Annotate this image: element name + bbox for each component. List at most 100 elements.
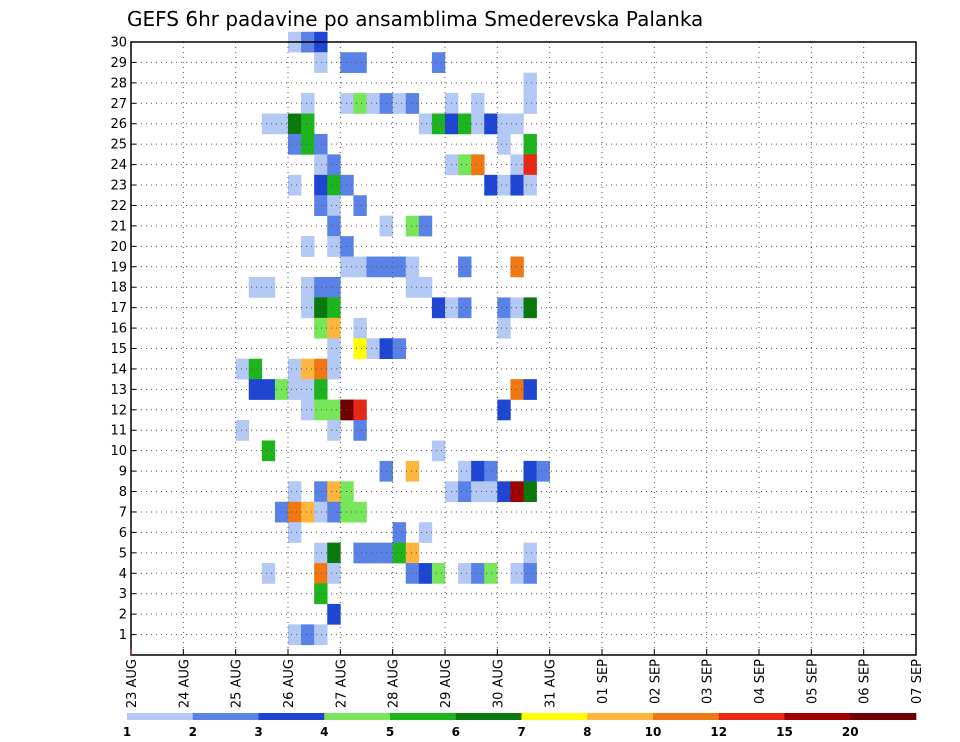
heatmap-cell (471, 563, 485, 584)
x-tick-label: 05 SEP (805, 659, 820, 704)
heatmap-cell (327, 215, 341, 237)
x-tick-label: 23 AUG (125, 659, 140, 708)
y-tick-label: 2 (119, 608, 127, 623)
heatmap-cell (523, 133, 537, 155)
heatmap-cell (523, 460, 537, 482)
colorbar-label: 4 (320, 725, 328, 739)
heatmap-cell (261, 113, 276, 135)
heatmap-cell (366, 93, 380, 114)
heatmap-cell (301, 133, 315, 155)
heatmap-cell (431, 113, 446, 135)
heatmap-cell (314, 174, 328, 196)
colorbar-segment (521, 713, 588, 720)
heatmap-cell (327, 338, 341, 360)
heatmap-cell (301, 113, 315, 135)
y-tick-label: 19 (110, 260, 127, 275)
x-tick-label: 31 AUG (544, 659, 559, 708)
heatmap-cell (327, 420, 341, 441)
heatmap-cell (366, 256, 380, 278)
heatmap-cell (431, 52, 446, 73)
y-tick-label: 7 (119, 505, 127, 520)
heatmap-cell (288, 358, 302, 380)
y-tick-label: 9 (119, 465, 127, 480)
heatmap-cell (314, 481, 328, 503)
y-tick-label: 24 (110, 158, 127, 173)
heatmap-cell (510, 174, 524, 196)
heatmap-cell (327, 195, 341, 216)
heatmap-cell (340, 93, 354, 114)
colorbar-label: 3 (254, 725, 262, 739)
y-tick-label: 30 (110, 36, 127, 51)
colorbar-label: 10 (645, 725, 662, 739)
heatmap-cell (484, 113, 498, 135)
heatmap-cell (418, 113, 433, 135)
heatmap-cell (340, 236, 354, 257)
heatmap-cell (301, 379, 315, 400)
heatmap-cell (523, 563, 537, 584)
heatmap-cell (523, 542, 537, 564)
y-tick-label: 23 (110, 179, 127, 194)
heatmap-cell (340, 481, 354, 503)
heatmap-cell (327, 358, 341, 380)
heatmap-cell (288, 174, 302, 196)
heatmap-cell (510, 113, 524, 135)
colorbar-segment (587, 713, 654, 720)
heatmap-cell (510, 379, 524, 400)
colorbar-label: 20 (842, 725, 859, 739)
heatmap-cell (327, 154, 341, 176)
y-tick-label: 3 (119, 587, 127, 602)
heatmap-cell (510, 256, 524, 278)
heatmap-cell (523, 93, 537, 114)
y-tick-label: 15 (110, 342, 127, 357)
heatmap-cell (523, 154, 537, 176)
y-tick-label: 20 (110, 240, 127, 255)
grid-lines (131, 41, 916, 655)
heatmap-cell (497, 174, 511, 196)
heatmap-cell (458, 256, 472, 278)
colorbar-segment (653, 713, 720, 720)
heatmap-cell (484, 174, 498, 196)
heatmap-cell (484, 481, 498, 503)
heatmap-cell (327, 563, 341, 584)
x-tick-label: 28 AUG (387, 659, 402, 708)
x-tick-label: 27 AUG (334, 659, 349, 708)
colorbar-segment (455, 713, 522, 720)
heatmap-cell (261, 563, 276, 584)
heatmap-cell (301, 624, 315, 646)
x-tick-label: 03 SEP (701, 659, 716, 704)
y-tick-label: 25 (110, 138, 127, 153)
heatmap-cell (366, 542, 380, 564)
y-tick-label: 6 (119, 526, 127, 541)
heatmap-cell (458, 460, 472, 482)
heatmap-cell (458, 297, 472, 319)
heatmap-cell (366, 338, 380, 360)
heatmap-cell (340, 256, 354, 278)
heatmap-cell (523, 297, 537, 319)
heatmap-cell (353, 317, 367, 339)
heatmap-cell (497, 297, 511, 319)
heatmap-cell (301, 501, 315, 523)
colorbar-segment (258, 713, 325, 720)
heatmap-cell (327, 481, 341, 503)
y-tick-label: 8 (119, 485, 127, 500)
heatmap-cell (314, 501, 328, 523)
colorbar-label: 12 (710, 725, 727, 739)
heatmap-cells (235, 31, 550, 646)
heatmap-cell (235, 420, 250, 441)
heatmap-cell (327, 603, 341, 625)
heatmap-cell (458, 563, 472, 584)
heatmap-cell (405, 256, 420, 278)
heatmap-cell (418, 276, 433, 298)
heatmap-cell (314, 358, 328, 380)
heatmap-cell (353, 399, 367, 421)
heatmap-cell (288, 113, 302, 135)
heatmap-cell (261, 440, 276, 462)
heatmap-cell (288, 379, 302, 400)
y-tick-label: 21 (110, 219, 127, 234)
y-tick-label: 13 (110, 383, 127, 398)
colorbar-label: 2 (189, 725, 197, 739)
heatmap-cell (353, 52, 367, 73)
heatmap-cell (392, 542, 407, 564)
heatmap-cell (458, 113, 472, 135)
